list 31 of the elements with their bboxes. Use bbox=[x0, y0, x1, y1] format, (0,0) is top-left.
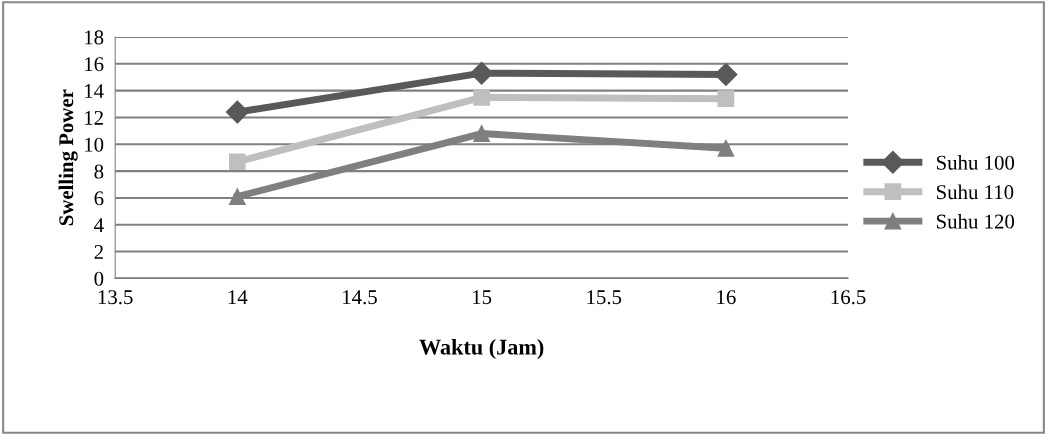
legend-label: Suhu 100 bbox=[936, 155, 1015, 170]
x-tick-label: 15 bbox=[473, 290, 492, 305]
point bbox=[473, 88, 490, 106]
y-tick-label: 14 bbox=[85, 84, 104, 98]
point bbox=[717, 139, 735, 157]
point bbox=[470, 61, 494, 85]
point bbox=[225, 100, 249, 124]
point bbox=[228, 153, 246, 171]
point bbox=[714, 63, 738, 87]
legend-label: Suhu 110 bbox=[936, 184, 1014, 200]
y-tick-label: 10 bbox=[85, 137, 104, 152]
y-tick-label: 16 bbox=[85, 57, 104, 72]
point bbox=[717, 90, 735, 108]
y-tick-label: 2 bbox=[94, 245, 103, 259]
y-tick-label: 12 bbox=[85, 110, 103, 125]
x-axis-title: Waktu (Jam) bbox=[419, 338, 544, 360]
point bbox=[228, 188, 246, 205]
y-tick-label: 8 bbox=[94, 164, 104, 179]
legend-label: Suhu 120 bbox=[936, 213, 1015, 229]
y-axis-title: Swelling Power bbox=[58, 89, 78, 226]
x-tick-label: 13.5 bbox=[98, 290, 133, 305]
x-tick-label: 16 bbox=[717, 290, 736, 305]
y-tick-label: 18 bbox=[85, 30, 104, 45]
x-tick-label: 14.5 bbox=[343, 290, 377, 305]
y-tick-label: 0 bbox=[94, 271, 104, 286]
x-tick-label: 15.5 bbox=[587, 290, 622, 305]
point bbox=[473, 125, 490, 142]
y-tick-label: 6 bbox=[94, 191, 104, 206]
y-tick-label: 4 bbox=[94, 218, 104, 232]
x-tick-label: 14 bbox=[228, 290, 248, 304]
x-tick-label: 16.5 bbox=[831, 290, 866, 305]
